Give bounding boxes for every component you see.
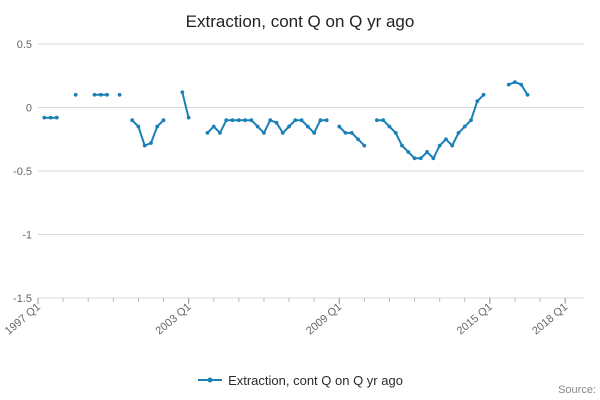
- y-tick-label: 0.5: [17, 39, 32, 51]
- legend-label: Extraction, cont Q on Q yr ago: [228, 372, 403, 388]
- x-tick-label: 2015 Q1: [455, 301, 495, 337]
- y-gridlines: 0.5 0 -0.5 -1 -1.5: [13, 39, 584, 305]
- y-tick-label: -0.5: [13, 166, 32, 178]
- x-tick-label: 1997 Q1: [3, 301, 43, 337]
- y-tick-label: -1.5: [13, 293, 32, 305]
- y-tick-label: -1: [22, 230, 32, 242]
- source-label: Source:: [558, 384, 596, 396]
- x-tick-label: 2018 Q1: [530, 301, 570, 337]
- series-line: [42, 80, 530, 161]
- legend-line-icon: [198, 377, 223, 383]
- x-axis: 1997 Q1 2003 Q1 2009 Q1 2015 Q1 2018 Q1: [3, 298, 570, 337]
- x-tick-label: 2009 Q1: [304, 301, 344, 337]
- y-tick-label: 0: [26, 103, 32, 115]
- plot-area: 0.5 0 -0.5 -1 -1.5 1997 Q1 2003 Q1 2009 Q1 2015 …: [0, 32, 600, 368]
- x-tick-label: 2003 Q1: [154, 301, 194, 337]
- chart-legend: Extraction, cont Q on Q yr ago: [0, 370, 600, 390]
- legend-item-extraction[interactable]: Extraction, cont Q on Q yr ago: [197, 373, 403, 388]
- chart-title: Extraction, cont Q on Q yr ago: [185, 12, 415, 31]
- legend-dot: [207, 377, 213, 383]
